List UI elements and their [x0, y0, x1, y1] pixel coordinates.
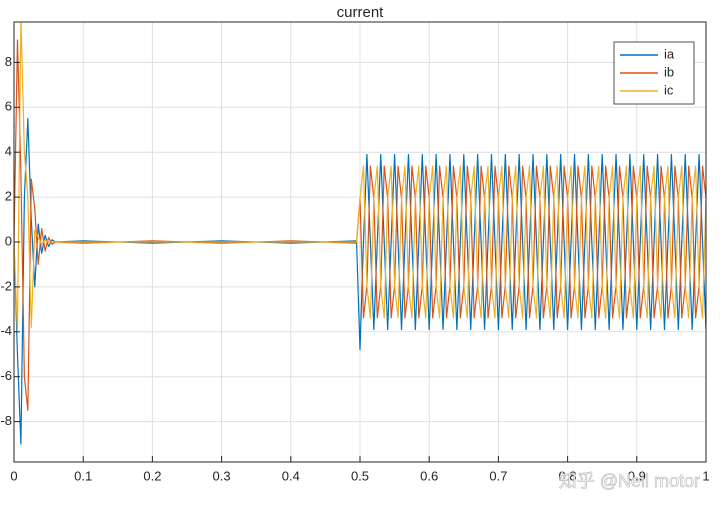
- x-tick-label: 0.5: [351, 468, 369, 483]
- x-tick-label: 0.6: [420, 468, 438, 483]
- legend-label: ic: [664, 82, 674, 97]
- x-tick-label: 1: [702, 468, 709, 483]
- chart-title: current: [337, 4, 385, 21]
- x-tick-label: 0: [10, 468, 17, 483]
- y-tick-label: -2: [0, 278, 12, 293]
- x-tick-label: 0.2: [143, 468, 161, 483]
- y-tick-label: 6: [5, 99, 12, 114]
- plot-lines: [14, 22, 706, 445]
- x-tick-label: 0.1: [74, 468, 92, 483]
- series-line: [14, 39, 706, 411]
- legend: ia ib ic: [613, 41, 695, 105]
- x-tick-label: 0.8: [559, 468, 577, 483]
- y-tick-label: 8: [5, 54, 12, 69]
- series-line: [14, 22, 706, 333]
- y-tick-label: -6: [0, 368, 12, 383]
- y-tick-label: -4: [0, 323, 12, 338]
- ticks: 0 0.1 0.2 0.3 0.4 0.5 0.6 0.7 0.8 0.9 1 -8 -6 -4 -2 0 2 4…: [0, 54, 709, 484]
- x-tick-label: 0.4: [282, 468, 300, 483]
- watermark: 知乎 @Neil motor: [559, 471, 700, 491]
- y-tick-label: 0: [5, 233, 12, 248]
- x-tick-label: 0.3: [213, 468, 231, 483]
- y-tick-label: -8: [0, 413, 12, 428]
- series-line: [14, 117, 706, 445]
- y-tick-label: 2: [5, 189, 12, 204]
- legend-label: ib: [664, 64, 674, 79]
- x-tick-label: 0.7: [489, 468, 507, 483]
- x-tick-label: 0.9: [628, 468, 646, 483]
- y-tick-label: 4: [5, 144, 12, 159]
- legend-label: ia: [664, 46, 675, 61]
